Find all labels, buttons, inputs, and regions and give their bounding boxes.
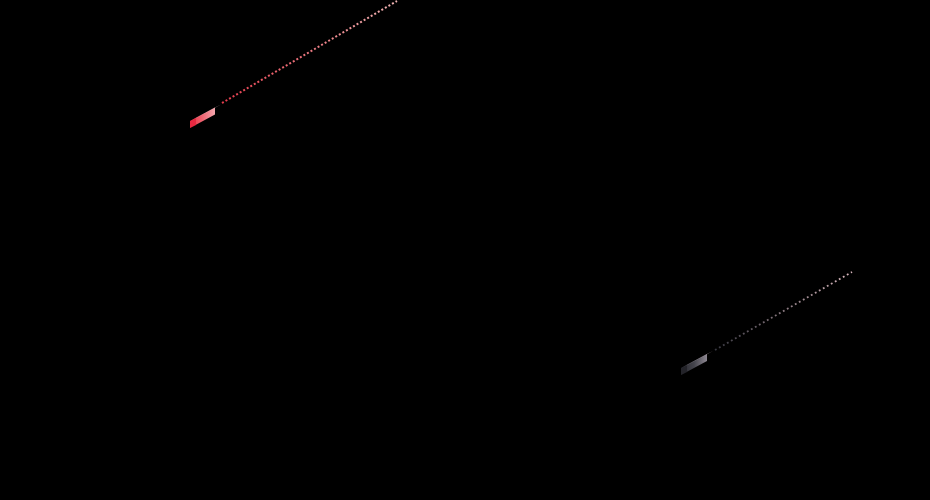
gray-vehicle-top-face xyxy=(681,351,713,368)
red-vehicle-top-face xyxy=(190,104,221,121)
red-vehicle-sprite[interactable] xyxy=(190,104,221,129)
red-vehicle-end-cap xyxy=(190,118,196,128)
red-vehicle-side-face xyxy=(190,107,215,128)
gray-vehicle-side-face xyxy=(681,354,707,375)
gray-vehicle-sprite[interactable] xyxy=(681,351,713,375)
gray-vehicle-trail xyxy=(714,271,853,351)
gray-vehicle-end-cap xyxy=(681,365,687,375)
red-vehicle-trail xyxy=(221,0,398,104)
